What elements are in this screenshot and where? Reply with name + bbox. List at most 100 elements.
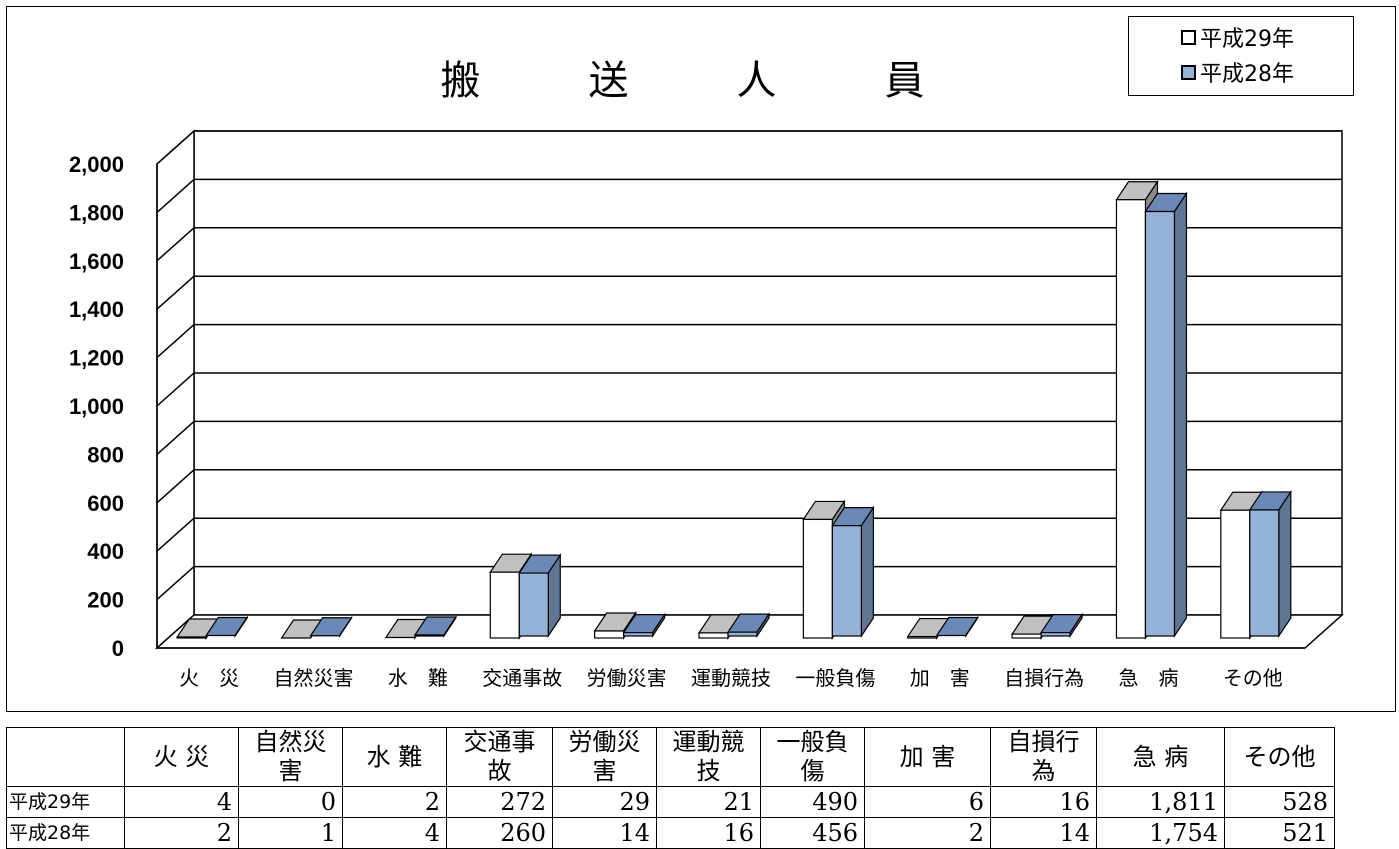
x-category-label: 加 害 (910, 666, 970, 690)
x-category-label: 自損行為 (1004, 666, 1084, 690)
table-header-cell: 加 害 (864, 727, 991, 787)
bar-front (594, 630, 625, 639)
table-header-cell: 一般負傷 (760, 727, 865, 787)
legend-item-2017: 平成29年 (1181, 26, 1294, 54)
table-header-cell: 自損行為 (990, 727, 1097, 787)
bar-2016 (726, 612, 771, 638)
table-header-cell: 水 難 (342, 727, 447, 787)
table-cell: 0 (238, 786, 343, 818)
table-row-label: 平成28年 (6, 817, 125, 849)
table-header-cell: 火 災 (124, 727, 239, 787)
table-cell: 528 (1224, 786, 1335, 818)
bar-2016 (831, 505, 875, 638)
bar-front (831, 525, 862, 637)
gridline-connector (156, 372, 195, 407)
x-category-label: 自然災害 (274, 666, 354, 690)
table-cell: 1 (238, 817, 343, 849)
table-cell: 21 (656, 786, 761, 818)
chart-plot: 0 200 400 600 800 1,000 1,200 1,400 1,600 1,800 2,… (69, 129, 1344, 690)
table-cell: 16 (656, 817, 761, 849)
x-category-label: 水 難 (388, 666, 448, 690)
bar-front (1115, 199, 1147, 639)
gridline-connector (156, 227, 195, 262)
bar-side (234, 615, 248, 638)
gridline-connector (156, 178, 195, 213)
data-table: 火 災 自然災害 水 難 交通事故 労働災害 運動競技 一般負傷 加 害 自損行… (6, 727, 1335, 849)
table-row-2016: 平成28年 2 1 4 260 14 16 456 2 14 1,754 521 (6, 817, 1335, 849)
gridline-connector (156, 566, 195, 601)
table-cell: 2 (342, 786, 447, 818)
table-cell: 16 (990, 786, 1097, 818)
gridline-connector (156, 324, 195, 359)
bar-front (623, 632, 654, 637)
y-tick-label: 800 (87, 442, 124, 467)
bar-2016 (1144, 191, 1188, 638)
legend-label-2017: 平成29年 (1200, 27, 1294, 52)
bar-front (698, 632, 729, 639)
bar-front (1040, 632, 1071, 637)
legend-swatch-2017 (1181, 30, 1196, 45)
table-cell: 14 (990, 817, 1097, 849)
x-category-label: 火 災 (179, 666, 239, 690)
table-header-row: 火 災 自然災害 水 難 交通事故 労働災害 運動競技 一般負傷 加 害 自損行… (6, 727, 1335, 787)
legend-swatch-2016 (1181, 65, 1196, 80)
legend-label-2016: 平成28年 (1200, 62, 1294, 87)
table-cell: 490 (760, 786, 865, 818)
table-cell: 2 (124, 817, 239, 849)
y-tick-label: 1,200 (69, 346, 124, 371)
bar-2016 (935, 615, 979, 638)
bar-2016 (205, 615, 249, 638)
y-tick-label: 200 (87, 588, 124, 613)
bar-front (1144, 210, 1176, 637)
bar-front (802, 518, 833, 639)
bar-2016 (1248, 489, 1292, 638)
table-cell: 4 (124, 786, 239, 818)
gridline-connector (156, 130, 195, 165)
table-cell: 1,754 (1096, 817, 1225, 849)
table-cell: 29 (552, 786, 657, 818)
bar-front (907, 635, 938, 639)
table-cell: 272 (446, 786, 553, 818)
y-tick-label: 1,000 (69, 394, 124, 419)
table-header-cell: その他 (1224, 727, 1335, 787)
table-cell: 4 (342, 817, 447, 849)
bar-2016 (309, 615, 353, 638)
table-header-cell: 急 病 (1096, 727, 1225, 787)
table-cell: 2 (864, 817, 991, 849)
bar-side (1173, 191, 1188, 638)
table-header-cell: 交通事故 (446, 727, 553, 787)
table-cell: 1,811 (1096, 786, 1225, 818)
y-tick-label: 400 (87, 539, 124, 564)
table-cell: 14 (552, 817, 657, 849)
bar-side (860, 505, 874, 638)
y-tick-label: 1,400 (69, 297, 124, 322)
bar-front (1220, 509, 1251, 639)
bar-side (1278, 489, 1292, 638)
gridline-connector (156, 469, 195, 504)
bar-side (965, 615, 979, 638)
table-header-cell: 自然災害 (238, 727, 343, 787)
table-cell: 260 (446, 817, 553, 849)
y-tick-label: 1,600 (69, 249, 124, 274)
y-tick-label: 2,000 (69, 152, 124, 177)
bar-front (727, 631, 758, 637)
table-header-cell: 労働災害 (552, 727, 657, 787)
bar-side (338, 615, 353, 638)
table-cell: 456 (760, 817, 865, 849)
bar-front (414, 634, 445, 637)
bar-2016 (1039, 612, 1084, 638)
legend-item-2016: 平成28年 (1181, 61, 1294, 89)
bar-front (489, 571, 520, 639)
gridline-connector (156, 275, 195, 310)
bar-2016 (413, 615, 458, 638)
bar-front (1249, 509, 1280, 637)
y-tick-label: 0 (112, 636, 124, 661)
x-category-label: 一般負傷 (795, 666, 875, 690)
table-corner-cell (6, 727, 125, 787)
gridline-connector (156, 517, 195, 552)
x-category-label: 運動競技 (691, 666, 771, 690)
bar-2016 (518, 553, 562, 638)
bar-front (176, 636, 207, 639)
bar-front (1011, 633, 1042, 639)
table-cell: 6 (864, 786, 991, 818)
